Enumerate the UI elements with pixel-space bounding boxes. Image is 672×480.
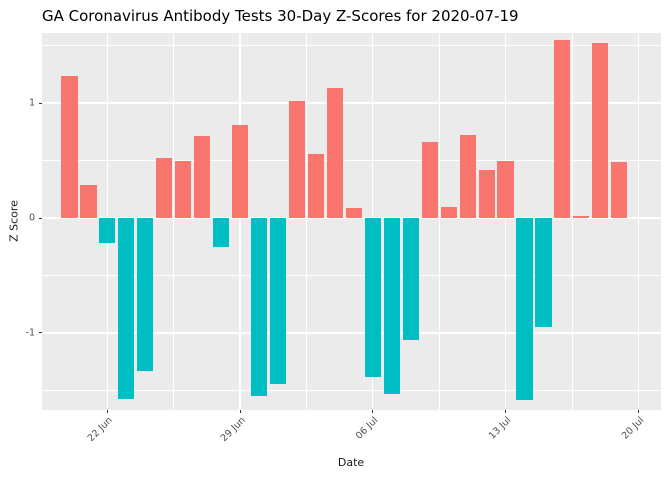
bar <box>156 158 173 219</box>
major-gridline-vertical <box>504 33 507 410</box>
bar <box>307 153 324 219</box>
bar <box>402 218 419 340</box>
x-tick-label: 06 Jul <box>354 415 381 442</box>
bar <box>288 100 306 219</box>
x-tick-label: 13 Jul <box>486 415 514 442</box>
bar <box>611 161 628 219</box>
minor-gridline-horizontal <box>42 275 661 276</box>
bar <box>554 39 571 219</box>
x-tick-label: 20 Jul <box>619 415 647 442</box>
plot-panel <box>42 33 661 410</box>
x-axis-tick <box>372 410 374 413</box>
y-axis-tick <box>39 332 42 334</box>
bar <box>269 218 287 384</box>
minor-gridline-vertical <box>571 33 573 410</box>
y-tick-label: -1 <box>25 327 35 339</box>
bar <box>497 160 514 219</box>
bar <box>194 136 211 219</box>
bar <box>326 88 343 219</box>
bar <box>478 169 495 219</box>
bar <box>573 215 590 219</box>
bar <box>383 218 400 394</box>
bar <box>535 218 552 328</box>
bar <box>592 43 609 219</box>
minor-gridline-horizontal <box>42 390 661 391</box>
x-axis-tick <box>239 410 241 413</box>
major-gridline-vertical <box>637 33 639 410</box>
minor-gridline-vertical <box>173 33 175 410</box>
x-axis-tick <box>106 410 108 413</box>
bar <box>440 206 457 219</box>
x-tick-label: 29 Jun <box>218 415 248 444</box>
bar <box>516 218 533 400</box>
x-axis-title: Date <box>337 456 365 469</box>
y-axis-title: Z Score <box>7 200 21 242</box>
y-axis-tick <box>39 102 42 104</box>
bar <box>61 75 78 219</box>
bar <box>80 184 97 219</box>
minor-gridline-horizontal <box>42 160 661 161</box>
major-gridline-horizontal <box>42 102 661 104</box>
major-gridline-vertical <box>239 33 241 410</box>
major-gridline-horizontal <box>42 332 661 334</box>
y-axis-tick <box>39 217 42 219</box>
bar <box>232 124 249 219</box>
bar <box>118 218 135 399</box>
bar <box>251 218 268 397</box>
x-axis-tick <box>637 410 639 413</box>
bar <box>345 207 362 219</box>
minor-gridline-vertical <box>306 33 307 410</box>
bar <box>421 142 438 219</box>
chart-title: GA Coronavirus Antibody Tests 30-Day Z-S… <box>42 7 519 25</box>
bar <box>459 135 476 219</box>
x-axis-tick <box>505 410 507 413</box>
bar <box>137 218 154 371</box>
bar <box>364 218 381 377</box>
minor-gridline-vertical <box>438 33 440 410</box>
x-tick-label: 22 Jun <box>86 415 116 444</box>
bar <box>175 160 192 219</box>
y-tick-label: 1 <box>28 97 35 109</box>
bar <box>213 218 230 247</box>
bar <box>99 218 116 244</box>
y-tick-label: 0 <box>28 212 35 224</box>
minor-gridline-horizontal <box>42 45 661 46</box>
